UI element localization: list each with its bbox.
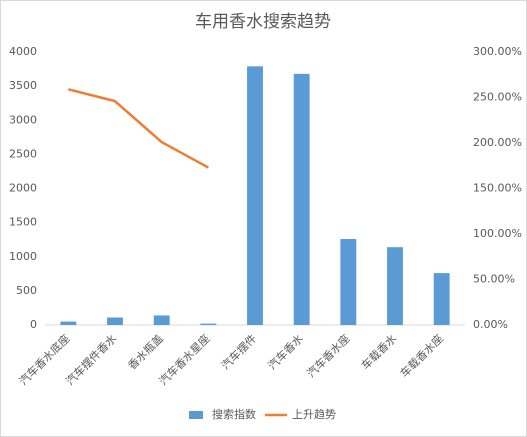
bar: [387, 247, 403, 325]
y2-tick-label: 200.00%: [473, 136, 522, 149]
legend-swatch: [189, 411, 203, 419]
y2-tick-label: 300.00%: [473, 45, 522, 58]
y2-tick-label: 0.00%: [473, 318, 508, 331]
y2-tick-label: 150.00%: [473, 182, 522, 195]
bar: [340, 239, 357, 325]
chart-title: 车用香水搜索趋势: [195, 12, 331, 32]
y-tick-label: 3000: [9, 113, 37, 126]
bar: [107, 317, 123, 325]
y-tick-label: 0: [30, 318, 37, 331]
bar: [247, 66, 263, 326]
bar: [200, 323, 217, 325]
bar: [153, 315, 170, 325]
line: [68, 88, 209, 169]
y-tick-label: 500: [16, 284, 37, 297]
y2-tick-label: 100.00%: [473, 227, 522, 240]
y-tick-label: 2000: [9, 182, 37, 195]
y-tick-label: 1500: [9, 216, 37, 229]
bar: [293, 73, 310, 325]
y-tick-label: 1000: [9, 250, 37, 263]
y2-tick-label: 50.00%: [473, 273, 515, 286]
legend-label: 上升趋势: [292, 408, 336, 421]
y-tick-label: 4000: [9, 45, 37, 58]
y-tick-label: 2500: [9, 147, 37, 160]
y2-tick-label: 250.00%: [473, 91, 522, 104]
bar: [60, 321, 77, 325]
legend-label: 搜索指数: [212, 407, 256, 421]
bar: [433, 273, 450, 325]
y-tick-label: 3500: [9, 79, 37, 92]
